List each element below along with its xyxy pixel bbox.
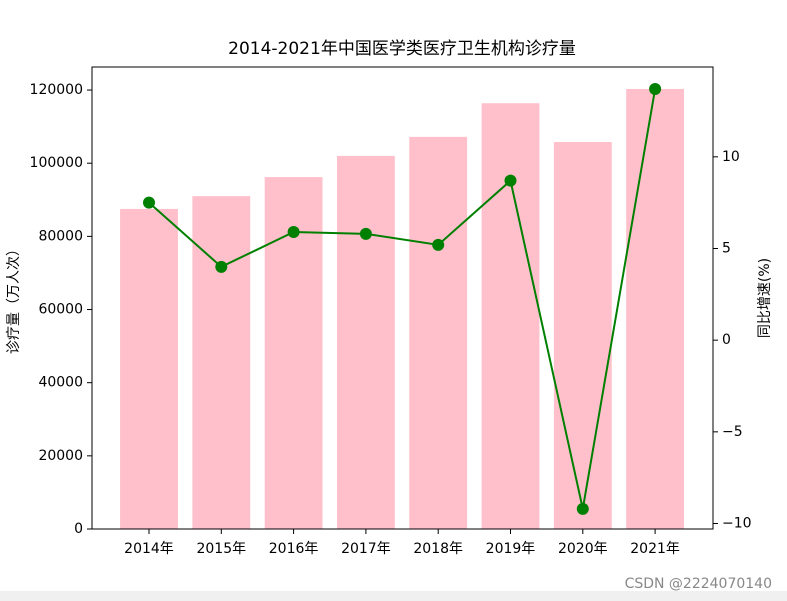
x-tick-label: 2018年 bbox=[413, 541, 463, 557]
y-tick-label: 40000 bbox=[38, 375, 83, 391]
bar bbox=[553, 141, 612, 529]
point bbox=[504, 174, 517, 187]
y-tick-label: 100000 bbox=[30, 155, 83, 171]
bar bbox=[336, 155, 395, 529]
y2-tick-label: −5 bbox=[722, 424, 743, 440]
y-tick-label: 120000 bbox=[30, 82, 83, 98]
y2-axis-label: 同比增速(%) bbox=[757, 258, 773, 338]
x-tick-label: 2021年 bbox=[630, 541, 680, 557]
x-tick-label: 2019年 bbox=[486, 541, 536, 557]
point bbox=[432, 238, 445, 251]
x-tick-label: 2015年 bbox=[196, 541, 246, 557]
point bbox=[215, 260, 228, 273]
x-tick-label: 2020年 bbox=[558, 541, 608, 557]
bar bbox=[481, 103, 540, 529]
y2-tick-label: −10 bbox=[722, 516, 752, 532]
y-axis-label: 诊疗量（万人次） bbox=[6, 242, 22, 354]
plot-frame bbox=[91, 66, 714, 530]
y-tick-label: 0 bbox=[74, 521, 83, 537]
y2-tick-label: 5 bbox=[722, 241, 731, 257]
y2-tick-label: 10 bbox=[722, 149, 740, 165]
bar bbox=[120, 208, 178, 529]
x-tick-label: 2014年 bbox=[124, 541, 174, 557]
line bbox=[148, 88, 657, 510]
y2-tick-label: 0 bbox=[722, 332, 731, 348]
x-tick-label: 2016年 bbox=[269, 541, 319, 557]
bar bbox=[192, 196, 251, 529]
bar bbox=[626, 88, 685, 529]
y-tick-label: 60000 bbox=[38, 302, 83, 318]
y-tick-label: 80000 bbox=[38, 228, 83, 244]
bottom-bar bbox=[0, 591, 787, 601]
point bbox=[359, 227, 372, 240]
point bbox=[649, 83, 662, 95]
point bbox=[576, 502, 589, 515]
point bbox=[143, 196, 155, 209]
chart-title: 2014-2021年中国医学类医疗卫生机构诊疗量 bbox=[228, 39, 576, 59]
y-tick-label: 20000 bbox=[38, 448, 83, 464]
x-tick-label: 2017年 bbox=[341, 541, 391, 557]
bar bbox=[409, 136, 468, 529]
point bbox=[287, 226, 300, 238]
watermark: CSDN @2224070140 bbox=[625, 576, 772, 592]
